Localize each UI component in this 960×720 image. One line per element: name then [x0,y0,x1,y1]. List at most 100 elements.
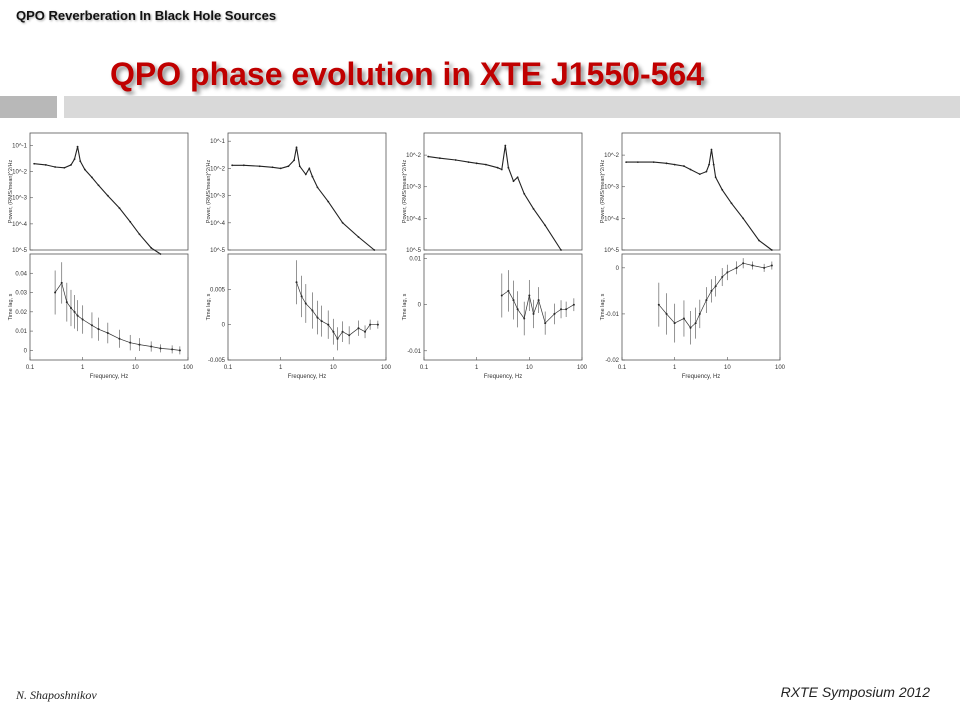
power-series-line [626,149,773,251]
power-data-point [705,170,708,173]
lag-ytick-label: 0.03 [15,291,27,297]
power-data-point [79,160,82,163]
lag-xlabel: Frequency, Hz [90,374,129,380]
power-data-point [454,159,457,161]
lag-ytick-label: -0.02 [605,358,619,364]
power-ytick-label: 10^-2 [604,153,619,159]
power-ytick-label: 10^-1 [12,143,27,149]
power-data-point [500,168,503,171]
lag-ytick-label: -0.01 [605,312,619,318]
lag-xtick-label: 100 [577,365,588,371]
power-data-point [523,192,526,195]
lag-data-point [376,323,379,326]
power-data-point [698,173,701,176]
power-data-point [311,175,314,178]
lag-xtick-label: 10 [724,365,731,371]
lag-panel-frame [621,253,781,361]
power-ytick-label: 10^-2 [406,153,421,159]
lag-ytick-label: -0.005 [208,358,226,364]
lag-ytick-label: 0 [616,266,620,272]
lag-xtick-label: 1 [475,365,479,371]
lag-xtick-label: 1 [673,365,677,371]
slide-title: QPO phase evolution in XTE J1550-564 [110,56,704,92]
power-data-point [427,155,430,158]
power-panel-frame [227,132,387,251]
lag-panel-frame [227,253,387,361]
power-data-point [532,207,535,210]
lag-series-line [296,282,378,340]
power-data-point [467,161,470,164]
power-data-point [308,167,311,170]
power-data-point [721,188,724,191]
lag-xtick-label: 0.1 [26,365,35,371]
power-data-point [652,161,655,164]
power-ytick-label: 10^-4 [12,222,27,228]
lag-ytick-label: 0.02 [15,310,27,316]
power-data-point [258,165,261,168]
power-data-point [295,146,298,149]
lag-ylabel: Time lag, s [600,293,606,320]
power-ylabel: Power, (RMS/mean)^2/Hz [600,160,606,224]
power-data-point [683,165,685,167]
power-data-point [758,239,760,242]
power-data-point [44,164,47,166]
power-panel-frame [29,132,189,251]
footer-author: N. Shaposhnikov [16,688,97,702]
lag-xtick-label: 0.1 [420,365,429,371]
power-ytick-label: 10^-3 [406,185,421,191]
power-data-point [475,162,478,165]
power-data-point [357,236,360,238]
power-data-point [730,202,733,205]
power-ylabel: Power, (RMS/mean)^2/Hz [402,160,408,224]
power-ytick-label: 10^-5 [12,248,27,254]
figure-panels: 10^-1 10^-2 10^-3 10^-4 10^-5 Power, (RMS/mea… [8,132,786,380]
power-data-point [70,164,72,166]
power-data-point [625,161,628,164]
power-data-point [33,162,36,165]
power-data-point [91,176,93,179]
power-data-point [689,168,692,171]
power-data-point [304,173,307,176]
power-data-point [316,186,319,189]
power-data-point [438,157,441,160]
power-data-point [54,166,57,168]
power-data-point [708,163,710,166]
lag-xtick-label: 100 [775,365,786,371]
power-data-point [742,217,745,220]
power-ytick-label: 10^-4 [210,221,225,227]
power-series-line [428,145,562,251]
lag-xtick-label: 1 [279,365,283,371]
power-data-point [76,145,79,148]
power-data-point [504,144,507,147]
power-data-point [544,224,547,227]
power-ytick-label: 10^-5 [406,248,421,254]
power-data-point [106,194,109,197]
power-ytick-label: 10^-4 [406,216,421,222]
lag-panel-frame [423,253,583,361]
power-data-point [138,233,141,236]
lag-xtick-label: 100 [381,365,392,371]
lag-ylabel: Time lag, s [206,293,212,320]
power-ytick-label: 10^-1 [210,139,225,145]
power-ytick-label: 10^-3 [210,194,225,200]
power-data-point [83,168,86,171]
power-series-line [232,147,375,251]
lag-panel-frame [29,253,189,361]
lag-xtick-label: 10 [330,365,337,371]
lag-xlabel: Frequency, Hz [484,374,523,380]
lag-ytick-label: 0.005 [210,287,226,293]
lag-data-point [178,349,181,352]
title-bar-left [0,96,57,118]
power-data-point [271,166,274,169]
power-data-point [63,166,66,169]
lag-series-line [658,262,772,329]
lag-ylabel: Time lag, s [8,293,14,320]
power-data-point [293,159,296,162]
power-data-point [150,247,153,249]
lag-xtick-label: 100 [183,365,194,371]
power-ytick-label: 10^-3 [604,185,619,191]
lag-xtick-label: 10 [526,365,533,371]
power-data-point [712,163,715,166]
lag-xtick-label: 10 [132,365,139,371]
power-data-point [73,158,76,161]
